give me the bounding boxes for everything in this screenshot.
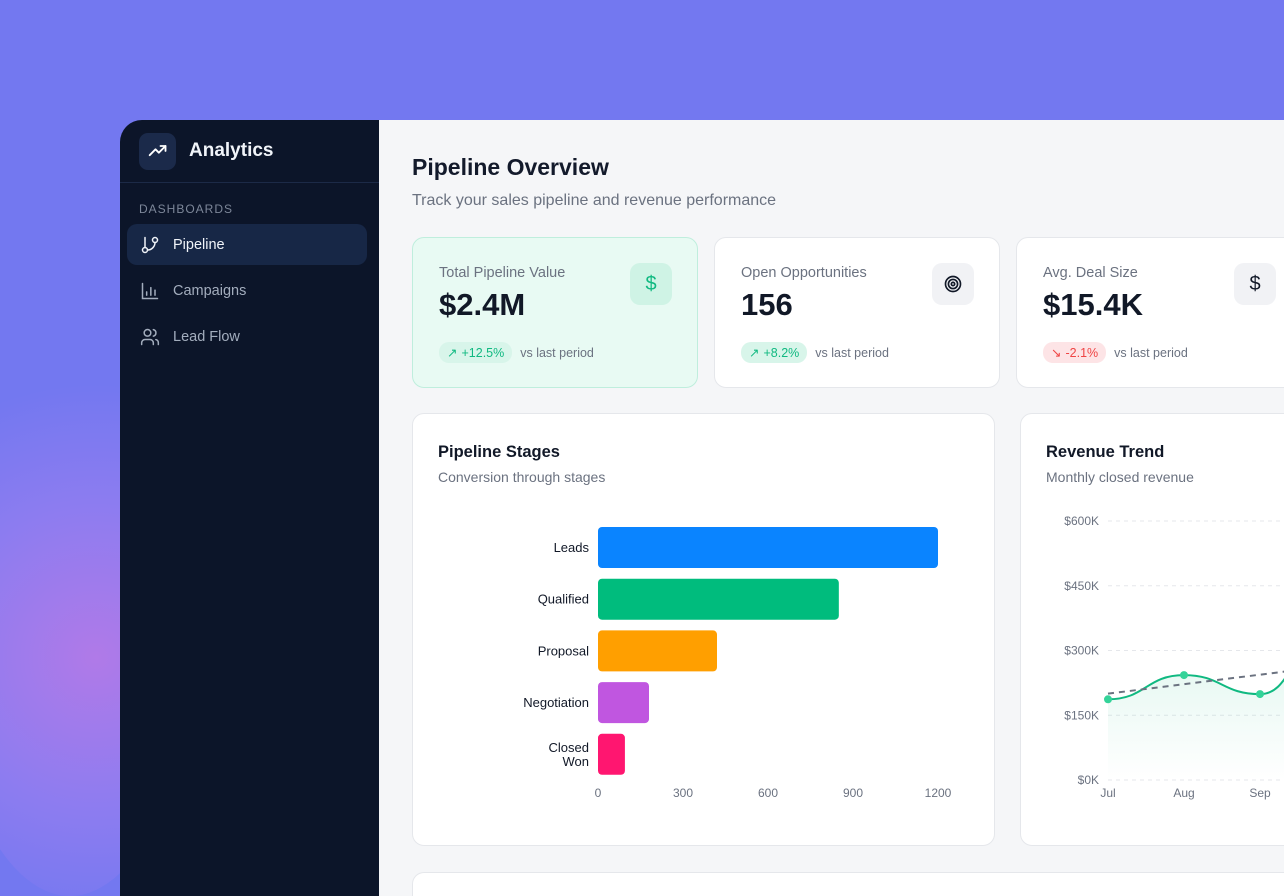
category-label: Leads xyxy=(554,540,590,555)
dollar-icon: $ xyxy=(1234,263,1276,305)
kpi-label: Total Pipeline Value xyxy=(439,265,566,281)
kpi-card-avg-deal-size: Avg. Deal Size $15.4K $ ↘ -2.1% vs last pe… xyxy=(1016,237,1284,388)
page-subtitle: Track your sales pipeline and revenue pe… xyxy=(412,192,777,209)
sidebar-item-campaigns[interactable]: Campaigns xyxy=(127,270,367,311)
section-label: DASHBOARDS xyxy=(139,202,234,216)
y-tick-label: $450K xyxy=(1064,579,1099,593)
change-badge: ↗ +8.2% xyxy=(741,342,808,363)
revenue-trend-card: Revenue Trend Monthly closed revenue $0K… xyxy=(1020,413,1284,846)
trend-line xyxy=(1107,670,1284,695)
pipeline-stages-card: Pipeline Stages Conversion through stage… xyxy=(412,413,995,846)
sidebar-item-label: Pipeline xyxy=(173,236,225,253)
x-tick-label: 300 xyxy=(673,786,693,800)
sidebar-item-label: Campaigns xyxy=(173,282,247,299)
trending-up-icon xyxy=(139,132,176,170)
bar-leads xyxy=(598,527,938,568)
category-label: Closed xyxy=(549,740,589,755)
main-content: Pipeline Overview Track your sales pipel… xyxy=(379,120,1284,896)
x-tick-label: 900 xyxy=(843,786,863,800)
sidebar: Analytics DASHBOARDS Pipeline Campaigns … xyxy=(120,120,379,896)
kpi-note: vs last period xyxy=(815,345,889,360)
trending-up-icon: ↗ xyxy=(447,346,458,360)
kpi-label: Open Opportunities xyxy=(741,265,867,281)
y-tick-label: $0K xyxy=(1078,773,1099,787)
x-tick-label: Sep xyxy=(1249,786,1271,800)
revenue-trend-chart: $0K $150K $300K $450K $600K Jul Aug Sep xyxy=(1064,514,1284,800)
sidebar-item-label: Lead Flow xyxy=(173,328,240,345)
kpi-value: 156 xyxy=(741,287,793,322)
bar-closed-won xyxy=(598,733,625,775)
series-line xyxy=(1107,674,1284,701)
chart-title: Revenue Trend xyxy=(1046,443,1165,461)
chart-title: Pipeline Stages xyxy=(438,443,560,461)
x-tick-label: 600 xyxy=(758,786,778,800)
kpi-label: Avg. Deal Size xyxy=(1043,265,1138,281)
target-icon xyxy=(932,263,974,305)
bottom-card xyxy=(412,872,1284,896)
git-branch-icon xyxy=(141,236,159,253)
chart-subtitle: Conversion through stages xyxy=(438,469,606,485)
users-icon xyxy=(140,328,160,345)
kpi-note: vs last period xyxy=(520,345,594,360)
chart-subtitle: Monthly closed revenue xyxy=(1046,469,1194,485)
app-window: Analytics DASHBOARDS Pipeline Campaigns … xyxy=(120,120,1284,896)
y-tick-label: $600K xyxy=(1064,514,1099,528)
data-point xyxy=(1104,695,1112,704)
data-point xyxy=(1256,690,1264,699)
sidebar-item-lead-flow[interactable]: Lead Flow xyxy=(127,316,367,357)
kpi-card-open-opportunities: Open Opportunities 156 ↗ +8.2% vs last per… xyxy=(714,237,1000,388)
pipeline-stages-chart: Leads Qualified Proposal Negotiation ClosedW… xyxy=(523,527,952,800)
category-label: Negotiation xyxy=(523,695,589,710)
kpi-note: vs last period xyxy=(1114,345,1188,360)
bar-qualified xyxy=(598,578,839,620)
bar-chart-icon xyxy=(141,282,159,299)
x-tick-label: 0 xyxy=(595,786,602,800)
category-label: Proposal xyxy=(538,643,589,658)
x-tick-label: 1200 xyxy=(925,786,952,800)
category-label: Won xyxy=(563,754,590,769)
dollar-icon: $ xyxy=(630,263,672,305)
sidebar-item-pipeline[interactable]: Pipeline xyxy=(127,224,367,265)
brand: Analytics xyxy=(120,120,379,183)
page-title: Pipeline Overview xyxy=(412,154,609,180)
trending-up-icon: ↗ xyxy=(749,346,760,360)
app-title: Analytics xyxy=(189,140,274,161)
bar-proposal xyxy=(598,630,717,672)
bar-negotiation xyxy=(598,682,649,724)
y-tick-label: $300K xyxy=(1064,644,1099,658)
change-badge: ↗ +12.5% xyxy=(439,342,513,363)
x-tick-label: Aug xyxy=(1173,786,1194,800)
y-tick-label: $150K xyxy=(1064,708,1099,722)
kpi-card-total-pipeline: Total Pipeline Value $2.4M $ ↗ +12.5% vs l… xyxy=(412,237,698,388)
kpi-value: $15.4K xyxy=(1043,287,1143,322)
trending-down-icon: ↘ xyxy=(1051,346,1062,360)
kpi-value: $2.4M xyxy=(439,287,526,322)
area-fill xyxy=(1108,675,1284,780)
change-badge: ↘ -2.1% xyxy=(1043,342,1107,363)
x-tick-label: Jul xyxy=(1100,786,1115,800)
data-point xyxy=(1180,671,1188,680)
category-label: Qualified xyxy=(538,592,589,607)
